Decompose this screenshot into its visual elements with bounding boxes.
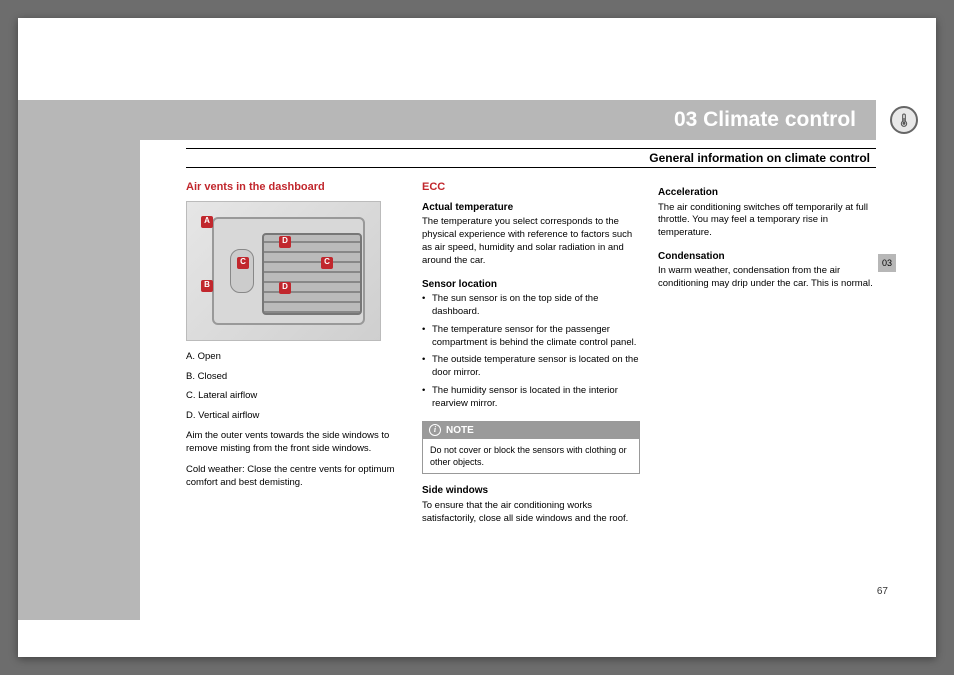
condensation-title: Condensation [658,250,876,264]
marker-c-left: C [237,257,249,269]
marker-b: B [201,280,213,292]
chapter-header: 03 Climate control [140,100,876,140]
note-header: i NOTE [423,422,639,440]
column-1: Air vents in the dashboard A B C C D D A… [186,180,404,577]
chapter-side-tab: 03 [878,254,896,272]
note-label: NOTE [446,424,474,438]
legend-b: B. Closed [186,371,404,384]
column-3: Acceleration The air conditioning switch… [658,180,876,577]
chapter-title: 03 Climate control [674,108,856,132]
actual-temp-body: The temperature you select corresponds t… [422,216,640,267]
column-2: ECC Actual temperature The temperature y… [422,180,640,577]
sensor-bullet-2: The outside temperature sensor is locate… [422,354,640,380]
sensor-bullet-0: The sun sensor is on the top side of the… [422,293,640,319]
marker-d-bottom: D [279,282,291,294]
legend-c: C. Lateral airflow [186,390,404,403]
side-windows-body: To ensure that the air conditioning work… [422,500,640,526]
actual-temp-title: Actual temperature [422,201,640,215]
marker-a: A [201,216,213,228]
sensor-location-title: Sensor location [422,278,640,292]
vent-knob [230,249,254,293]
col1-heading: Air vents in the dashboard [186,180,404,195]
section-title: General information on climate control [649,151,870,165]
vent-housing [212,217,365,325]
legend-d: D. Vertical airflow [186,410,404,423]
marker-c-right: C [321,257,333,269]
left-margin-bar [18,100,140,620]
marker-d-top: D [279,236,291,248]
sensor-bullet-3: The humidity sensor is located in the in… [422,385,640,411]
col1-para-1: Aim the outer vents towards the side win… [186,430,404,456]
col1-para-2: Cold weather: Close the centre vents for… [186,464,404,490]
air-vent-figure: A B C C D D [186,201,381,341]
sensor-bullet-1: The temperature sensor for the passenger… [422,324,640,350]
sensor-location-list: The sun sensor is on the top side of the… [422,293,640,411]
col2-heading: ECC [422,180,640,195]
acceleration-title: Acceleration [658,186,876,200]
note-box: i NOTE Do not cover or block the sensors… [422,421,640,475]
page-number: 67 [877,586,888,597]
legend-a: A. Open [186,351,404,364]
vent-grille [262,233,362,315]
content-columns: Air vents in the dashboard A B C C D D A… [186,180,876,577]
acceleration-body: The air conditioning switches off tempor… [658,202,876,240]
note-body: Do not cover or block the sensors with c… [423,439,639,473]
manual-page: 03 Climate control General information o… [18,18,936,657]
condensation-body: In warm weather, condensation from the a… [658,265,876,291]
section-header-bar: General information on climate control [186,148,876,168]
info-icon: i [429,424,441,436]
side-windows-title: Side windows [422,484,640,498]
thermometer-icon [890,106,918,134]
